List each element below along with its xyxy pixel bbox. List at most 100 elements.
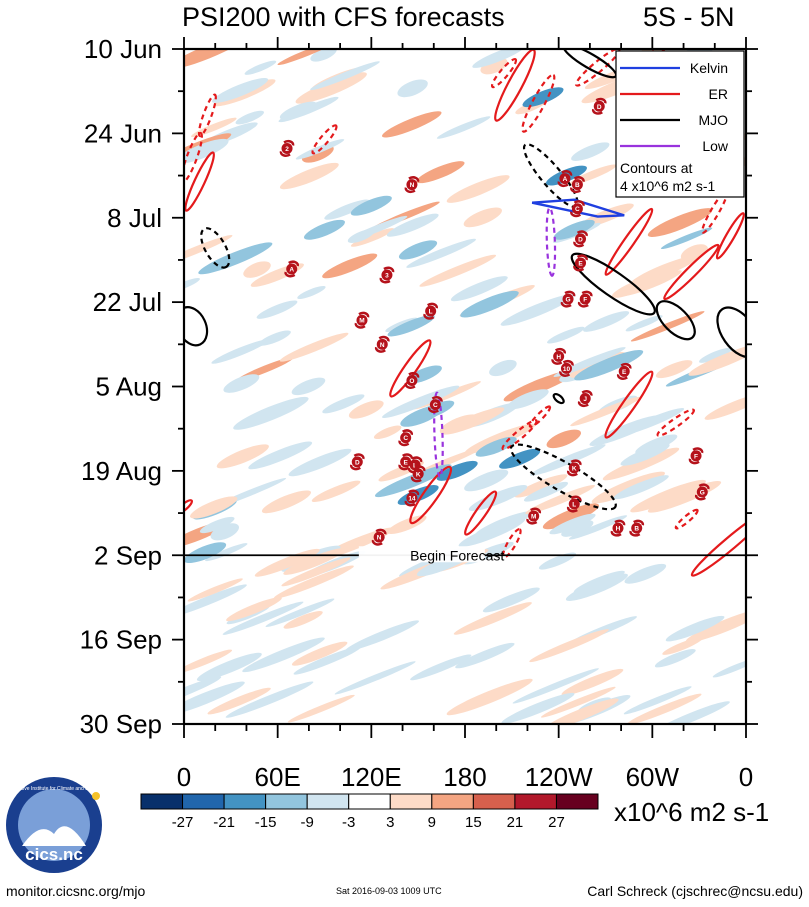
storm-arm	[577, 390, 593, 408]
colorbar-label: 21	[507, 814, 524, 831]
field-cell	[655, 360, 693, 379]
field-cell	[561, 520, 594, 537]
storm-marker: D	[573, 230, 588, 248]
er-contour	[490, 57, 518, 89]
storm-arm	[423, 302, 439, 320]
storm-arm	[610, 519, 626, 537]
storm-arm	[573, 230, 588, 248]
storm-marker: B	[570, 176, 585, 194]
field-cell	[540, 686, 616, 718]
y-tick-label: 24 Jun	[84, 118, 162, 148]
colorbar-swatch	[472, 793, 516, 810]
field-cell	[350, 195, 392, 216]
forecast-label: Begin Forecast	[410, 547, 504, 563]
storm-eye	[406, 492, 418, 504]
colorbar-label: -21	[213, 814, 235, 831]
storm-marker: K	[566, 459, 582, 477]
storm-marker: D	[349, 453, 365, 471]
legend-note-line2: 4 x10^6 m2 s-1	[620, 178, 715, 194]
field-cell	[523, 481, 569, 502]
field-cell	[500, 294, 575, 326]
footer-url[interactable]: monitor.cicsnc.org/mjo	[6, 883, 146, 899]
field-cell	[184, 138, 229, 164]
storm-label: B	[634, 526, 639, 533]
storm-label: L	[572, 502, 576, 509]
field-cell	[210, 523, 240, 541]
field-cell	[288, 448, 352, 477]
storm-eye	[381, 269, 393, 281]
field-cell	[501, 692, 575, 724]
field-cell	[373, 425, 402, 440]
storm-label: O	[409, 378, 414, 385]
colorbar-swatch	[182, 793, 225, 810]
storm-label: 14	[408, 495, 416, 502]
storm-eye	[575, 257, 587, 269]
storm-label: 3	[385, 273, 389, 280]
storm-eye	[568, 462, 580, 474]
mjo-contour	[716, 306, 746, 359]
storm-label: D	[597, 104, 602, 111]
storm-marker: B	[629, 519, 645, 537]
field-cell	[191, 117, 237, 138]
field-cell	[345, 620, 420, 652]
field-cell	[207, 687, 271, 715]
storm-arm	[570, 176, 585, 194]
storm-arm	[371, 528, 387, 546]
colorbar-units: x10^6 m2 s-1	[614, 797, 769, 827]
storm-eye	[528, 510, 540, 522]
mjo-contour	[570, 252, 656, 316]
storm-eye	[562, 293, 574, 305]
field-cell	[630, 479, 706, 513]
field-cell	[549, 513, 596, 535]
storm-label: D	[578, 236, 583, 243]
er-contour	[528, 405, 552, 428]
storm-eye	[373, 531, 385, 543]
legend-note-line1: Contours at	[620, 160, 692, 176]
field-cell	[310, 61, 380, 91]
storm-arm	[427, 396, 443, 414]
storm-marker: K	[410, 465, 426, 483]
colorbar-label: 15	[465, 814, 482, 831]
storm-arm	[616, 362, 632, 380]
er-contour	[604, 370, 654, 439]
storm-arm	[570, 200, 585, 218]
y-tick-label: 30 Sep	[80, 709, 162, 739]
field-cell	[704, 393, 746, 420]
field-cell	[225, 681, 314, 718]
er-contour	[197, 93, 217, 138]
storm-label: J	[583, 396, 587, 403]
y-tick-label: 22 Jul	[93, 287, 162, 317]
field-cell	[297, 285, 326, 299]
x-tick-label: 0	[739, 762, 753, 792]
storm-eye	[559, 173, 571, 185]
storm-label: N	[377, 535, 382, 542]
field-cell	[530, 444, 606, 476]
field-cell	[386, 213, 439, 237]
storm-label: G	[700, 489, 705, 496]
storm-arm	[688, 447, 704, 465]
storm-arm	[566, 459, 582, 477]
storm-arm	[629, 519, 645, 537]
y-tick-label: 19 Aug	[81, 456, 162, 486]
field-cell	[525, 484, 596, 515]
field-cell	[324, 199, 370, 220]
storm-label: C	[433, 402, 438, 409]
storm-eye	[631, 522, 643, 534]
field-cell	[187, 578, 243, 602]
colorbar-label: 3	[386, 814, 394, 831]
storm-eye	[400, 432, 412, 444]
field-cell	[627, 693, 702, 724]
colorbar-label: -27	[172, 814, 194, 831]
storm-arm	[284, 260, 300, 278]
storm-label: M	[531, 514, 536, 521]
field-cell	[350, 228, 395, 247]
storm-label: E	[578, 260, 583, 267]
field-cell	[198, 242, 273, 275]
low-contour	[433, 391, 444, 478]
field-cell	[568, 515, 628, 540]
storm-arm	[559, 359, 574, 377]
field-cell	[618, 408, 685, 436]
field-cell	[248, 441, 313, 470]
storm-marker: N	[371, 528, 387, 546]
mjo-contour	[552, 392, 565, 405]
